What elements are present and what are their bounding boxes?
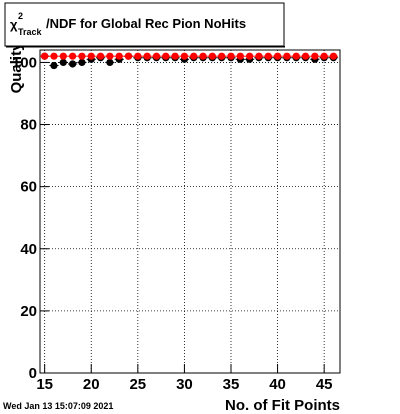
marker bbox=[152, 52, 161, 60]
x-axis-label: No. of Fit Points bbox=[225, 397, 340, 414]
marker bbox=[236, 52, 244, 60]
x-tick-label: 20 bbox=[83, 376, 100, 393]
marker bbox=[320, 52, 328, 60]
marker bbox=[180, 52, 189, 60]
marker bbox=[273, 52, 282, 60]
y-tick-label: 80 bbox=[20, 117, 37, 134]
x-tick-label: 40 bbox=[269, 376, 286, 393]
marker bbox=[78, 52, 86, 60]
marker bbox=[329, 52, 338, 60]
marker bbox=[50, 61, 58, 70]
x-tick-label: 25 bbox=[129, 376, 146, 393]
x-tick-label: 30 bbox=[176, 376, 193, 393]
marker bbox=[199, 52, 207, 60]
marker bbox=[171, 52, 179, 60]
marker bbox=[59, 58, 67, 67]
title-sup: 2 bbox=[18, 11, 23, 21]
marker bbox=[69, 60, 77, 68]
marker bbox=[162, 52, 170, 60]
marker bbox=[134, 52, 142, 60]
marker bbox=[78, 58, 86, 67]
marker bbox=[41, 52, 49, 60]
title-chi: χ bbox=[10, 17, 18, 32]
marker bbox=[190, 52, 198, 60]
marker bbox=[87, 52, 95, 60]
marker bbox=[311, 52, 319, 60]
marker bbox=[283, 52, 291, 60]
marker bbox=[115, 52, 123, 60]
y-tick-label: 20 bbox=[20, 303, 37, 320]
marker bbox=[208, 52, 216, 60]
marker bbox=[106, 52, 114, 60]
marker bbox=[255, 52, 263, 60]
marker bbox=[59, 52, 67, 60]
x-tick-label: 45 bbox=[316, 376, 333, 393]
marker bbox=[246, 52, 254, 60]
plot-frame bbox=[39, 49, 341, 374]
title-shadow bbox=[6, 46, 285, 48]
marker bbox=[124, 52, 133, 60]
marker bbox=[143, 52, 151, 60]
title-sub: Track bbox=[18, 27, 43, 37]
marker bbox=[292, 52, 300, 60]
title-box bbox=[4, 2, 285, 47]
marker bbox=[96, 52, 105, 60]
marker bbox=[69, 52, 77, 60]
y-tick-label: 40 bbox=[20, 241, 37, 258]
footer: Wed Jan 13 15:07:09 2021 bbox=[3, 401, 113, 411]
marker bbox=[227, 52, 235, 60]
y-tick-label: 60 bbox=[20, 179, 37, 196]
marker bbox=[106, 58, 114, 67]
y-axis-label: Quality bbox=[8, 42, 25, 94]
marker bbox=[301, 52, 310, 60]
x-tick-label: 15 bbox=[36, 376, 53, 393]
x-tick-label: 35 bbox=[223, 376, 240, 393]
plot-area: 0 20 40 60 80 100 15 20 25 30 35 40 45 bbox=[12, 50, 340, 393]
marker bbox=[264, 52, 272, 60]
marker bbox=[218, 52, 226, 60]
marker bbox=[50, 52, 58, 60]
title: /NDF for Global Rec Pion NoHits bbox=[46, 16, 246, 31]
y-tick-label: 0 bbox=[29, 365, 37, 382]
y-tick-label: 100 bbox=[12, 54, 37, 71]
